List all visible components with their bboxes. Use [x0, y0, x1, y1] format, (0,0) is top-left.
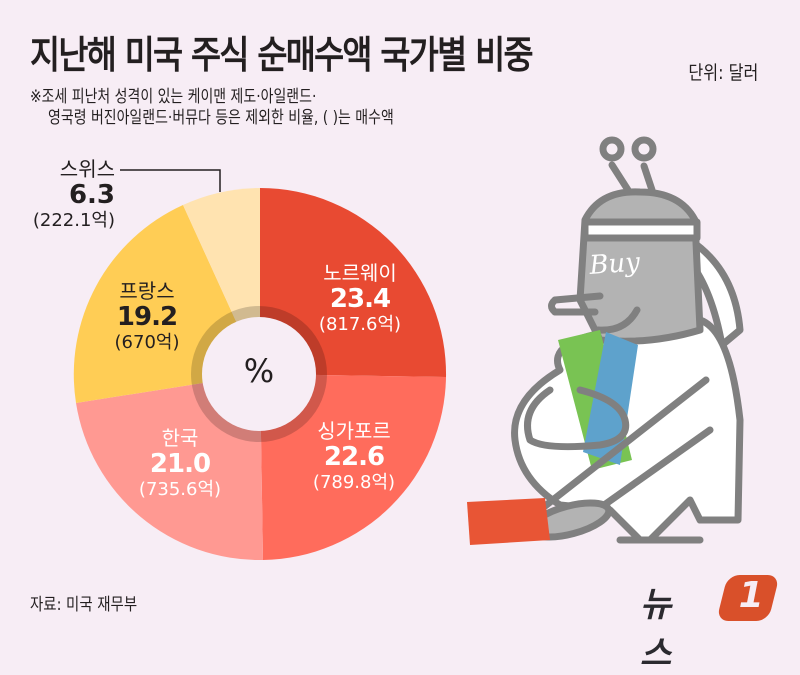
slice-name: 한국 [161, 426, 199, 450]
slice-amount: (670억) [114, 331, 180, 353]
slice-name: 프랑스 [119, 279, 175, 303]
label-switzerland: 스위스 6.3 (222.1억) [33, 158, 115, 232]
slice-singapore [260, 374, 446, 560]
logo-badge-number: 1 [738, 575, 764, 616]
unit-label: 단위: 달러 [687, 62, 758, 84]
slice-amount: (222.1억) [32, 209, 115, 231]
slice-norway [260, 188, 447, 377]
label-france: 프랑스 19.2 (670억) [115, 280, 180, 354]
slice-name: 스위스 [59, 157, 115, 181]
slice-amount: (735.6억) [138, 478, 222, 500]
logo-text: 뉴스 [640, 585, 671, 674]
page-title: 지난해 미국 주식 순매수액 국가별 비중 [30, 33, 534, 77]
footnote: ※조세 피난처 성격이 있는 케이맨 제도·아일랜드· 영국령 버진아일랜드·버… [30, 87, 394, 129]
source-label: 자료: 미국 재무부 [30, 595, 138, 615]
slice-value: 23.4 [329, 284, 391, 314]
donut-hole [202, 317, 316, 431]
slice-amount: (817.6억) [318, 313, 402, 335]
label-korea: 한국 21.0 (735.6억) [139, 427, 221, 501]
donut-chart: Buy [73, 136, 744, 561]
slice-name: 싱가포르 [317, 419, 391, 443]
label-singapore: 싱가포르 22.6 (789.8억) [313, 420, 395, 494]
slice-value: 19.2 [116, 302, 178, 332]
slice-value: 22.6 [323, 442, 385, 472]
slice-korea [76, 374, 263, 561]
swiss-leader-line [120, 169, 221, 192]
buyer-character-illustration [467, 136, 744, 545]
slice-name: 노르웨이 [323, 261, 397, 285]
slice-amount: (789.8억) [312, 471, 396, 493]
headband-text: Buy [587, 248, 641, 282]
center-percent-label: % [243, 352, 275, 390]
slice-value: 6.3 [68, 180, 115, 210]
footnote-line-1: ※조세 피난처 성격이 있는 케이맨 제도·아일랜드· [30, 87, 317, 107]
slice-value: 21.0 [149, 449, 211, 479]
footnote-line-2: 영국령 버진아일랜드·버뮤다 등은 제외한 비율, ( )는 매수액 [48, 108, 394, 128]
label-norway: 노르웨이 23.4 (817.6억) [319, 262, 401, 336]
